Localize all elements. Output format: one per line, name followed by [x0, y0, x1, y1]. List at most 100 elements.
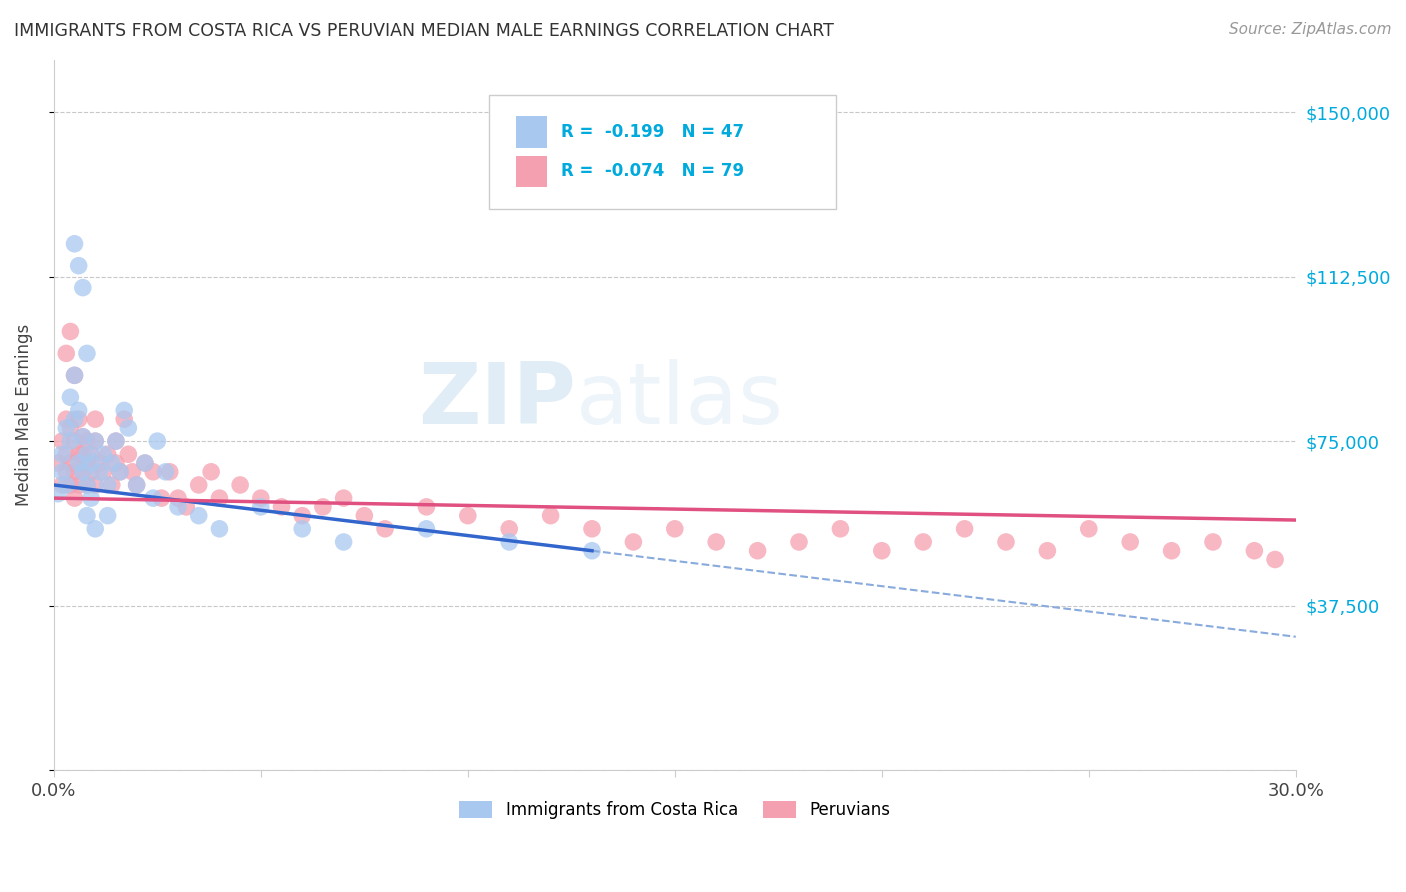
Point — [581, 543, 603, 558]
Point — [72, 447, 94, 461]
Point — [80, 456, 103, 470]
Point — [134, 456, 156, 470]
Point — [870, 543, 893, 558]
Point — [76, 447, 98, 461]
Point — [623, 535, 645, 549]
Point — [146, 434, 169, 449]
Point — [229, 478, 252, 492]
Point — [84, 434, 107, 449]
Point — [101, 478, 124, 492]
Point — [76, 346, 98, 360]
Legend: Immigrants from Costa Rica, Peruvians: Immigrants from Costa Rica, Peruvians — [453, 794, 897, 826]
Point — [84, 412, 107, 426]
Point — [80, 447, 103, 461]
Point — [1264, 552, 1286, 566]
Text: atlas: atlas — [575, 359, 783, 442]
Point — [155, 465, 177, 479]
Point — [176, 500, 198, 514]
Point — [76, 478, 98, 492]
Point — [67, 412, 90, 426]
Point — [101, 456, 124, 470]
Point — [1077, 522, 1099, 536]
Point — [72, 430, 94, 444]
Text: ZIP: ZIP — [418, 359, 575, 442]
Point — [912, 535, 935, 549]
Point — [415, 500, 437, 514]
Point — [104, 434, 127, 449]
Point — [76, 434, 98, 449]
Point — [63, 368, 86, 383]
Point — [747, 543, 769, 558]
Point — [353, 508, 375, 523]
Point — [104, 434, 127, 449]
Point — [59, 421, 82, 435]
Point — [415, 522, 437, 536]
Point — [84, 522, 107, 536]
Point — [80, 491, 103, 505]
Point — [59, 434, 82, 449]
Point — [787, 535, 810, 549]
Point — [63, 368, 86, 383]
Point — [112, 412, 135, 426]
Text: R =  -0.074   N = 79: R = -0.074 N = 79 — [561, 162, 744, 180]
Point — [498, 522, 520, 536]
Point — [51, 447, 73, 461]
Point — [332, 491, 354, 505]
Point — [291, 508, 314, 523]
Text: R =  -0.199   N = 47: R = -0.199 N = 47 — [561, 123, 744, 141]
Point — [112, 403, 135, 417]
Point — [67, 478, 90, 492]
Point — [93, 447, 115, 461]
Point — [250, 500, 273, 514]
Point — [125, 478, 148, 492]
Point — [59, 390, 82, 404]
Point — [97, 478, 120, 492]
Point — [51, 465, 73, 479]
Point — [142, 465, 165, 479]
Point — [312, 500, 335, 514]
Point — [108, 465, 131, 479]
Point — [167, 491, 190, 505]
Point — [55, 346, 77, 360]
Point — [76, 456, 98, 470]
Point — [208, 522, 231, 536]
Point — [59, 456, 82, 470]
Point — [134, 456, 156, 470]
Point — [63, 491, 86, 505]
Point — [332, 535, 354, 549]
Point — [200, 465, 222, 479]
Point — [67, 259, 90, 273]
Point — [63, 236, 86, 251]
Point — [72, 430, 94, 444]
Point — [159, 465, 181, 479]
Point — [55, 465, 77, 479]
Point — [1160, 543, 1182, 558]
FancyBboxPatch shape — [516, 117, 547, 148]
Point — [63, 434, 86, 449]
Point — [63, 465, 86, 479]
Point — [187, 478, 209, 492]
Point — [59, 325, 82, 339]
Point — [1036, 543, 1059, 558]
Point — [994, 535, 1017, 549]
Point — [1202, 535, 1225, 549]
Point — [72, 465, 94, 479]
Point — [89, 456, 111, 470]
Text: IMMIGRANTS FROM COSTA RICA VS PERUVIAN MEDIAN MALE EARNINGS CORRELATION CHART: IMMIGRANTS FROM COSTA RICA VS PERUVIAN M… — [14, 22, 834, 40]
Point — [72, 280, 94, 294]
Point — [104, 456, 127, 470]
Point — [89, 465, 111, 479]
Point — [540, 508, 562, 523]
Point — [72, 465, 94, 479]
Point — [67, 447, 90, 461]
FancyBboxPatch shape — [516, 155, 547, 187]
Point — [125, 478, 148, 492]
Point — [498, 535, 520, 549]
Point — [581, 522, 603, 536]
Point — [67, 403, 90, 417]
Point — [167, 500, 190, 514]
Point — [108, 465, 131, 479]
Point — [93, 465, 115, 479]
Point — [187, 508, 209, 523]
Point — [1119, 535, 1142, 549]
